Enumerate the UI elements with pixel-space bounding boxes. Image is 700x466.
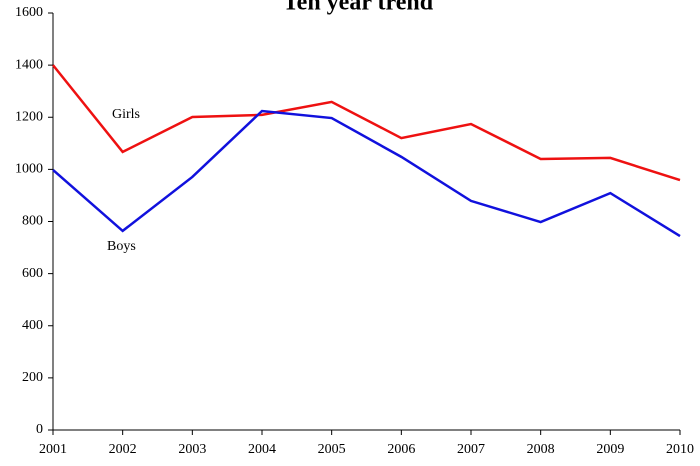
x-tick-label: 2007 [457,442,485,457]
y-tick-label: 800 [22,214,43,229]
x-tick-label: 2010 [666,442,694,457]
y-tick-label: 1000 [15,162,43,177]
x-tick-label: 2009 [596,442,624,457]
x-tick-label: 2006 [387,442,415,457]
series-line [52,64,681,182]
y-tick-label: 1200 [15,109,43,124]
y-tick-label: 400 [22,318,43,333]
y-tick-label: 1600 [15,5,43,20]
chart-title: Ten year trend [283,0,434,16]
x-tick-label: 2004 [248,442,276,457]
x-tick-label: 2005 [318,442,346,457]
y-tick-label: 200 [22,370,43,385]
series-label: Girls [112,107,140,122]
y-tick-label: 0 [36,422,43,437]
y-tick-label: 600 [22,266,43,281]
y-tick-label: 1400 [15,57,43,72]
x-tick-label: 2008 [527,442,555,457]
series-label: Boys [107,239,136,254]
x-tick-label: 2001 [39,442,67,457]
x-tick-label: 2003 [178,442,206,457]
x-tick-label: 2002 [109,442,137,457]
series-line [52,109,681,238]
